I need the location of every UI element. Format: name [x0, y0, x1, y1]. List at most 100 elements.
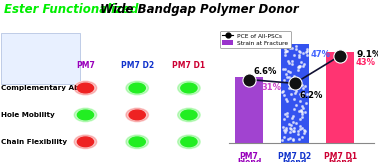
Point	[290, 115, 296, 117]
Circle shape	[178, 135, 200, 149]
Point	[280, 68, 286, 71]
Point	[302, 111, 308, 114]
Point	[299, 84, 305, 86]
Text: 6.2%: 6.2%	[299, 91, 322, 100]
Point	[284, 114, 290, 117]
Point	[280, 90, 286, 93]
Circle shape	[77, 137, 94, 147]
Text: Hole Mobility: Hole Mobility	[1, 112, 55, 118]
FancyBboxPatch shape	[1, 33, 80, 84]
Point	[285, 70, 291, 73]
Point	[302, 51, 308, 53]
Text: blend: blend	[237, 158, 261, 162]
Point	[287, 137, 293, 139]
Point	[286, 87, 292, 89]
Point	[295, 130, 301, 132]
Text: 9.1%: 9.1%	[356, 50, 378, 59]
Circle shape	[181, 83, 197, 93]
Point	[281, 136, 287, 139]
Point	[290, 121, 296, 123]
Point	[300, 92, 306, 94]
Text: PM7 D1: PM7 D1	[324, 152, 357, 161]
Point	[284, 50, 290, 53]
Point	[297, 124, 303, 127]
Point	[295, 84, 301, 87]
Point	[280, 94, 287, 96]
Circle shape	[125, 135, 149, 149]
Point	[282, 68, 288, 70]
Text: Complementary Abs.: Complementary Abs.	[1, 85, 87, 91]
Point	[299, 113, 305, 115]
Point	[297, 100, 303, 103]
Text: PM7: PM7	[76, 61, 95, 70]
Point	[288, 93, 294, 95]
Point	[295, 132, 301, 135]
Point	[293, 104, 299, 107]
Point	[246, 78, 252, 81]
Point	[337, 54, 343, 57]
Point	[283, 98, 289, 100]
Point	[291, 98, 297, 101]
Text: 47%: 47%	[311, 50, 330, 59]
Circle shape	[126, 135, 149, 149]
Point	[299, 94, 305, 97]
Point	[297, 118, 303, 121]
Point	[301, 63, 307, 65]
Point	[291, 75, 297, 77]
Circle shape	[129, 137, 145, 147]
Point	[290, 127, 296, 129]
Circle shape	[178, 81, 200, 95]
Point	[282, 113, 288, 116]
Point	[293, 44, 299, 47]
Point	[287, 82, 293, 85]
Point	[283, 73, 289, 76]
Point	[300, 52, 306, 54]
Legend: PCE of All-PSCs, Strain at Fracture: PCE of All-PSCs, Strain at Fracture	[220, 31, 291, 48]
Circle shape	[181, 110, 197, 120]
Point	[282, 51, 288, 53]
Point	[304, 102, 310, 104]
Point	[297, 84, 303, 87]
Text: PM7 D2: PM7 D2	[278, 152, 311, 161]
Point	[298, 108, 304, 111]
Point	[296, 66, 302, 69]
Circle shape	[126, 81, 149, 95]
Point	[288, 127, 294, 130]
Point	[301, 128, 307, 131]
Point	[284, 75, 290, 78]
Point	[282, 48, 288, 51]
Point	[304, 50, 310, 52]
Point	[296, 110, 302, 112]
Text: 31%: 31%	[262, 83, 282, 93]
Point	[284, 100, 290, 102]
Point	[287, 131, 293, 134]
Point	[296, 56, 302, 58]
Circle shape	[74, 81, 97, 95]
Point	[290, 130, 296, 132]
Circle shape	[177, 108, 201, 122]
Point	[290, 77, 296, 80]
Point	[285, 60, 291, 63]
Circle shape	[178, 108, 200, 122]
Point	[298, 60, 304, 63]
Point	[300, 65, 306, 67]
Point	[299, 110, 305, 113]
Point	[289, 117, 295, 120]
Point	[286, 123, 292, 126]
Point	[288, 124, 294, 126]
Circle shape	[74, 81, 97, 95]
Point	[291, 108, 297, 111]
Point	[293, 121, 299, 124]
Text: 6.6%: 6.6%	[254, 67, 277, 76]
Point	[304, 54, 310, 56]
Point	[298, 93, 304, 96]
Point	[291, 76, 297, 79]
Point	[296, 54, 302, 57]
Point	[298, 95, 304, 98]
Point	[298, 110, 304, 112]
Point	[300, 87, 306, 89]
Text: Ester Functionalized: Ester Functionalized	[4, 3, 138, 16]
Point	[297, 93, 303, 96]
Text: PM7 D1: PM7 D1	[172, 61, 206, 70]
Point	[301, 132, 307, 135]
